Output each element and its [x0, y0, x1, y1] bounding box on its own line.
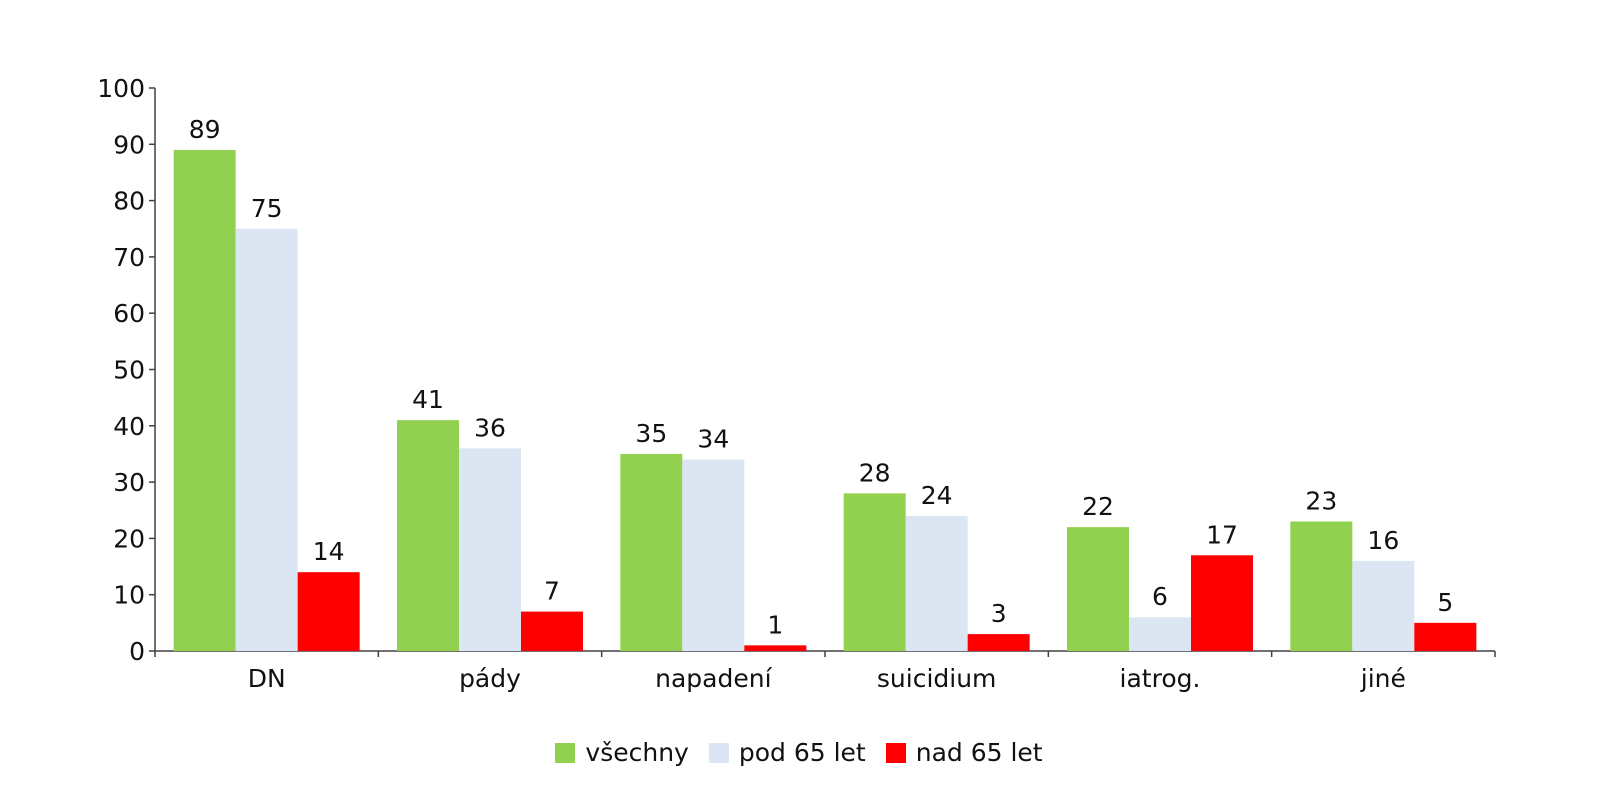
bar-chart: 0 10 20 30 40 50 60 70 80 90 100 DN pády napadení sui…: [97, 74, 1496, 693]
bar: [521, 611, 583, 651]
data-label: 22: [1082, 492, 1114, 521]
data-label: 7: [544, 577, 560, 606]
legend-item: pod 65 let: [708, 738, 866, 767]
data-label: 16: [1367, 526, 1399, 555]
data-label: 28: [859, 458, 891, 487]
data-label: 35: [635, 419, 667, 448]
data-label: 75: [251, 194, 283, 223]
bar: [967, 634, 1030, 651]
legend-swatch: [708, 742, 729, 763]
data-label: 5: [1437, 588, 1453, 617]
bar: [1414, 622, 1477, 651]
bar: [620, 453, 683, 651]
bar: [297, 572, 360, 651]
y-tick-label: 40: [113, 412, 145, 441]
data-label: 17: [1206, 520, 1238, 549]
data-label: 1: [767, 610, 783, 639]
bar: [1290, 521, 1353, 651]
bar: [843, 493, 906, 651]
data-label: 14: [313, 537, 345, 566]
x-category-label: DN: [248, 664, 286, 693]
bar: [1067, 527, 1129, 651]
y-tick-label: 100: [97, 74, 145, 103]
y-tick-label: 0: [129, 637, 145, 666]
y-axis: 0 10 20 30 40 50 60 70 80 90 100: [97, 74, 156, 666]
y-tick-label: 70: [113, 243, 145, 272]
data-label: 3: [991, 599, 1007, 628]
x-category-label: jiné: [1360, 664, 1406, 693]
bar: [1191, 555, 1253, 651]
y-tick-label: 90: [113, 130, 145, 159]
y-tick-label: 10: [113, 581, 145, 610]
y-tick-label: 30: [113, 468, 145, 497]
bar: [682, 459, 745, 651]
bar: [1352, 560, 1415, 651]
bar: [173, 149, 236, 651]
bar: [397, 420, 459, 651]
x-category-label: suicidium: [877, 664, 997, 693]
y-tick-label: 20: [113, 524, 145, 553]
data-label: 34: [697, 425, 729, 454]
legend-label: pod 65 let: [738, 738, 866, 767]
bar: [235, 228, 298, 651]
bar: [744, 645, 807, 651]
data-label: 6: [1152, 582, 1168, 611]
x-axis: DN pády napadení suicidium iatrog. jiné: [154, 650, 1496, 693]
data-label: 24: [921, 481, 953, 510]
legend: všechny pod 65 let nad 65 let: [0, 738, 1598, 767]
data-label: 41: [412, 385, 444, 414]
y-tick-label: 50: [113, 356, 145, 385]
x-category-label: napadení: [655, 664, 772, 693]
data-labels: 89 41 35 28 22 23 75 36 34 24 6 16 14 7 1 3 17 5: [189, 115, 1454, 639]
data-label: 23: [1305, 487, 1337, 516]
x-category-label: iatrog.: [1120, 664, 1201, 693]
legend-label: všechny: [585, 738, 689, 767]
legend-label: nad 65 let: [915, 738, 1043, 767]
legend-swatch: [885, 742, 906, 763]
bar: [905, 515, 968, 651]
y-tick-label: 60: [113, 299, 145, 328]
y-tick-label: 80: [113, 187, 145, 216]
legend-item: nad 65 let: [885, 738, 1043, 767]
legend-swatch: [555, 742, 576, 763]
bar: [1129, 617, 1191, 651]
bar: [459, 448, 521, 651]
data-label: 89: [189, 115, 221, 144]
x-category-label: pády: [459, 664, 521, 693]
data-label: 36: [474, 413, 506, 442]
bars: [173, 149, 1477, 651]
legend-item: všechny: [555, 738, 689, 767]
